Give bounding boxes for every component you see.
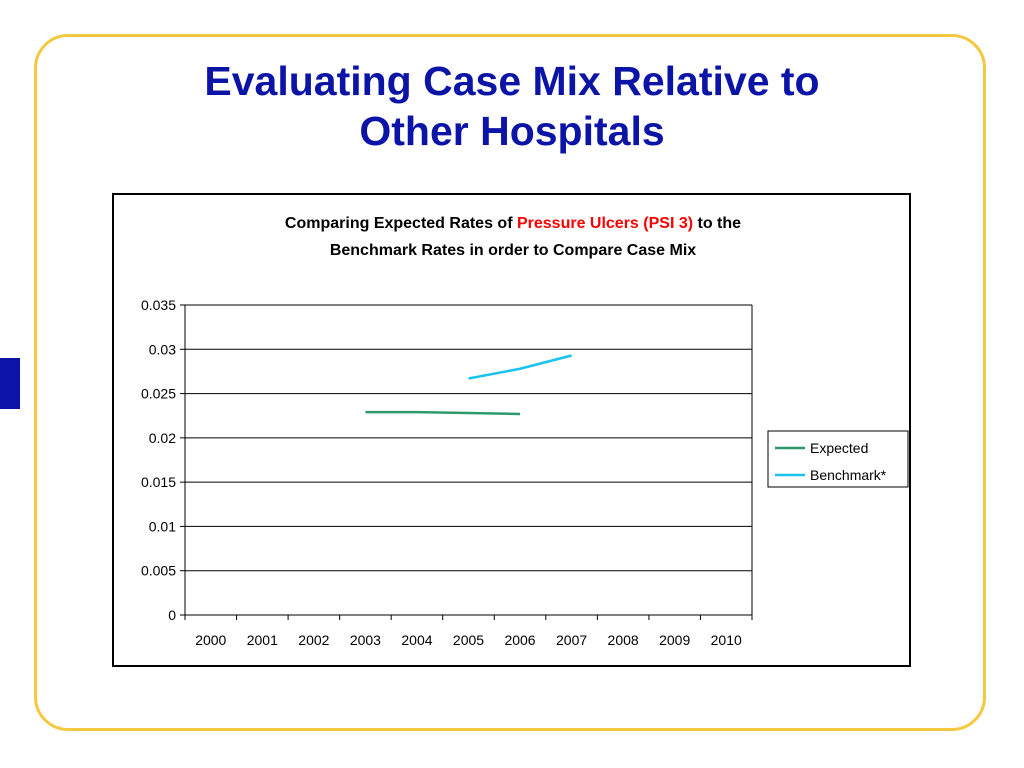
x-tick-label: 2000 [195, 632, 226, 648]
x-tick-label: 2002 [298, 632, 329, 648]
legend-box [767, 430, 909, 488]
series-line-benchmark [468, 354, 572, 380]
x-tick-label: 2004 [401, 632, 432, 648]
y-tick-label: 0.015 [141, 474, 176, 490]
x-tick-label: 2005 [453, 632, 484, 648]
chart-title-post: to the [693, 215, 741, 232]
slide-title-line2: Other Hospitals [359, 108, 665, 154]
x-tick-labels: 2000 2001 2002 2003 2004 2005 2006 2007 2008 2009… [195, 632, 742, 648]
x-tick-label: 2009 [659, 632, 690, 648]
y-tick-label: 0.005 [141, 563, 176, 579]
legend-label: Benchmark* [810, 467, 887, 483]
axes [180, 304, 753, 620]
chart-container: Comparing Expected Rates of Pressure Ulc… [112, 193, 911, 667]
x-tick-label: 2008 [608, 632, 639, 648]
chart-title-pre: Comparing Expected Rates of [285, 215, 517, 232]
y-tick-label: 0.02 [149, 430, 176, 446]
x-tick-label: 2003 [350, 632, 381, 648]
chart-title-highlight: Pressure Ulcers (PSI 3) [517, 215, 693, 232]
y-tick-label: 0.025 [141, 386, 176, 402]
side-accent-tab [0, 358, 20, 409]
slide-title: Evaluating Case Mix Relative to Other Ho… [112, 56, 912, 156]
legend-label: Expected [810, 440, 868, 456]
y-tick-labels: 0 0.005 0.01 0.015 0.02 0.025 0.03 0.035 [141, 297, 176, 623]
chart-title-line1: Comparing Expected Rates of Pressure Ulc… [285, 215, 741, 232]
y-tick-label: 0.01 [149, 518, 176, 534]
slide-frame [34, 34, 986, 731]
x-tick-label: 2006 [504, 632, 535, 648]
series-line-expected [365, 410, 521, 416]
y-tick-label: 0.035 [141, 297, 176, 313]
x-tick-label: 2010 [711, 632, 742, 648]
gridlines [185, 304, 752, 572]
series-lines [365, 354, 572, 416]
y-tick-label: 0.03 [149, 341, 176, 357]
line-chart: Comparing Expected Rates of Pressure Ulc… [141, 215, 909, 648]
slide-title-line1: Evaluating Case Mix Relative to [204, 58, 820, 104]
y-tick-label: 0 [168, 607, 176, 623]
chart-title-line2: Benchmark Rates in order to Compare Case… [330, 242, 696, 259]
x-tick-label: 2001 [247, 632, 278, 648]
legend: Expected Benchmark* [767, 430, 909, 488]
x-tick-label: 2007 [556, 632, 587, 648]
